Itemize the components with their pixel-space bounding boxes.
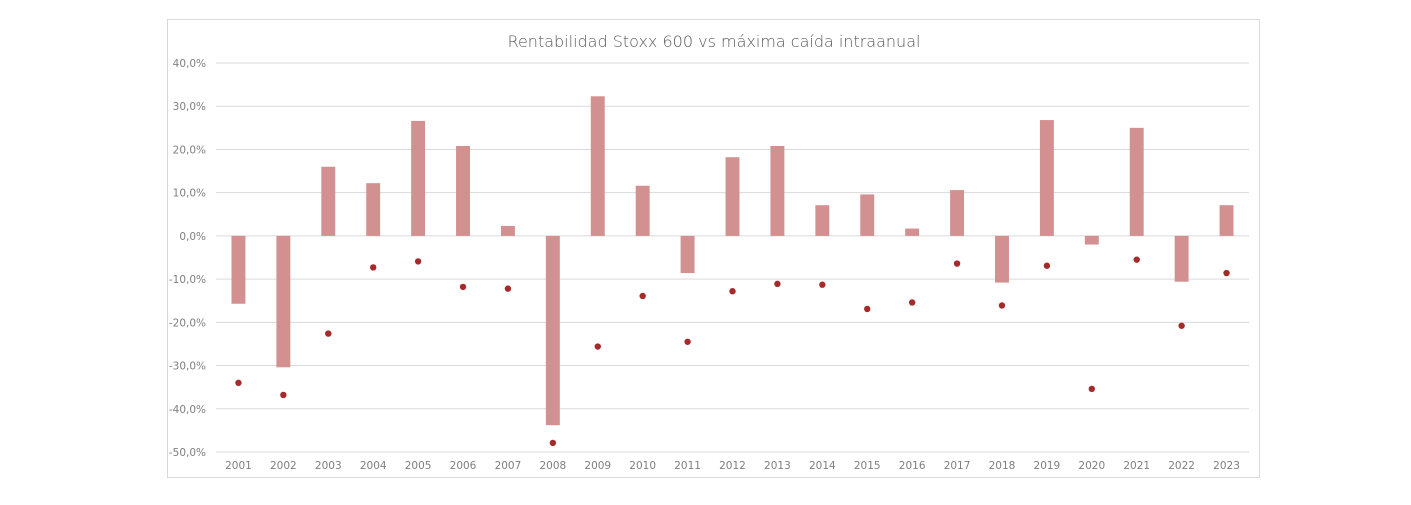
bar-2023 <box>1219 205 1234 236</box>
x-tick-label: 2003 <box>315 460 342 472</box>
x-tick-label: 2007 <box>495 460 522 472</box>
x-tick-label: 2021 <box>1123 460 1150 472</box>
bar-2017 <box>950 190 965 236</box>
point-2006 <box>459 283 467 291</box>
point-2015 <box>864 305 871 313</box>
bar-2020 <box>1084 235 1099 245</box>
y-tick-label: 40,0% <box>173 58 206 70</box>
bar-2007 <box>500 225 515 236</box>
bar-2015 <box>860 194 875 236</box>
y-tick-label: 30,0% <box>173 101 206 113</box>
point-2012 <box>729 288 736 295</box>
x-tick-label: 2020 <box>1078 460 1105 472</box>
point-2009 <box>594 343 601 350</box>
point-2023 <box>1223 269 1230 277</box>
chart-frame: Rentabilidad Stoxx 600 vs máxima caída i… <box>167 19 1260 478</box>
scatter-series <box>235 256 1230 447</box>
x-tick-label: 2019 <box>1034 460 1061 472</box>
bar-2005 <box>411 120 426 236</box>
point-2002 <box>280 391 287 399</box>
bar-series <box>231 96 1234 426</box>
bar-2003 <box>321 166 336 236</box>
bar-2001 <box>231 235 246 304</box>
point-2021 <box>1133 256 1140 263</box>
x-tick-label: 2005 <box>405 460 432 472</box>
y-axis-ticks: 40,0% 30,0% 20,0% 10,0% 0,0% -10,0% -20,0% -30,… <box>169 58 206 459</box>
point-2019 <box>1043 262 1051 269</box>
x-tick-label: 2001 <box>225 460 252 472</box>
point-2014 <box>819 281 826 288</box>
bar-2009 <box>590 96 605 236</box>
y-tick-label: -40,0% <box>169 404 206 416</box>
x-tick-label: 2018 <box>989 460 1016 472</box>
x-tick-label: 2016 <box>899 460 926 472</box>
x-tick-label: 2015 <box>854 460 881 472</box>
bar-2004 <box>366 183 381 236</box>
y-tick-label: -10,0% <box>169 274 206 286</box>
bar-2010 <box>635 185 650 236</box>
x-tick-label: 2022 <box>1168 460 1195 472</box>
chart-title: Rentabilidad Stoxx 600 vs máxima caída i… <box>508 32 921 51</box>
bar-2002 <box>276 235 291 368</box>
x-tick-label: 2004 <box>360 460 387 472</box>
x-tick-label: 2013 <box>764 460 791 472</box>
bar-2022 <box>1174 235 1189 282</box>
bar-2008 <box>545 235 560 426</box>
bar-2014 <box>815 205 830 236</box>
x-tick-label: 2008 <box>539 460 566 472</box>
bar-2019 <box>1039 120 1054 236</box>
y-tick-label: 10,0% <box>173 188 206 200</box>
y-tick-label: -20,0% <box>169 317 206 329</box>
x-tick-label: 2006 <box>450 460 477 472</box>
point-2007 <box>504 285 512 292</box>
y-tick-label: -30,0% <box>169 361 206 373</box>
point-2003 <box>325 330 332 337</box>
x-tick-label: 2023 <box>1213 460 1240 472</box>
x-tick-label: 2009 <box>584 460 611 472</box>
point-2001 <box>235 379 242 387</box>
point-2010 <box>639 292 646 300</box>
chart-svg: Rentabilidad Stoxx 600 vs máxima caída i… <box>169 32 1249 472</box>
bar-2011 <box>680 235 695 274</box>
x-tick-label: 2002 <box>270 460 297 472</box>
point-2016 <box>908 299 916 306</box>
point-2020 <box>1088 385 1096 393</box>
bar-2018 <box>995 235 1009 283</box>
x-tick-label: 2014 <box>809 460 836 472</box>
y-tick-label: -50,0% <box>169 447 206 459</box>
bar-2021 <box>1129 127 1144 236</box>
y-tick-label: 20,0% <box>173 144 206 156</box>
x-tick-label: 2012 <box>719 460 746 472</box>
bar-2013 <box>770 145 785 236</box>
bar-2016 <box>905 228 920 236</box>
point-2008 <box>549 439 557 447</box>
bar-2006 <box>456 145 470 236</box>
x-tick-label: 2011 <box>674 460 701 472</box>
point-2004 <box>369 264 377 271</box>
point-2017 <box>953 260 961 267</box>
x-axis-ticks: 2001 2002 2003 2004 2005 2006 2007 2008 2009 2010… <box>225 460 1240 472</box>
point-2022 <box>1178 322 1185 329</box>
point-2005 <box>414 258 422 265</box>
point-2011 <box>684 338 691 345</box>
y-tick-label: 0,0% <box>179 231 206 243</box>
x-tick-label: 2010 <box>629 460 656 472</box>
x-tick-label: 2017 <box>944 460 971 472</box>
grid-layer <box>216 62 1249 453</box>
bar-2012 <box>725 157 740 236</box>
point-2013 <box>774 280 781 288</box>
point-2018 <box>998 302 1006 309</box>
